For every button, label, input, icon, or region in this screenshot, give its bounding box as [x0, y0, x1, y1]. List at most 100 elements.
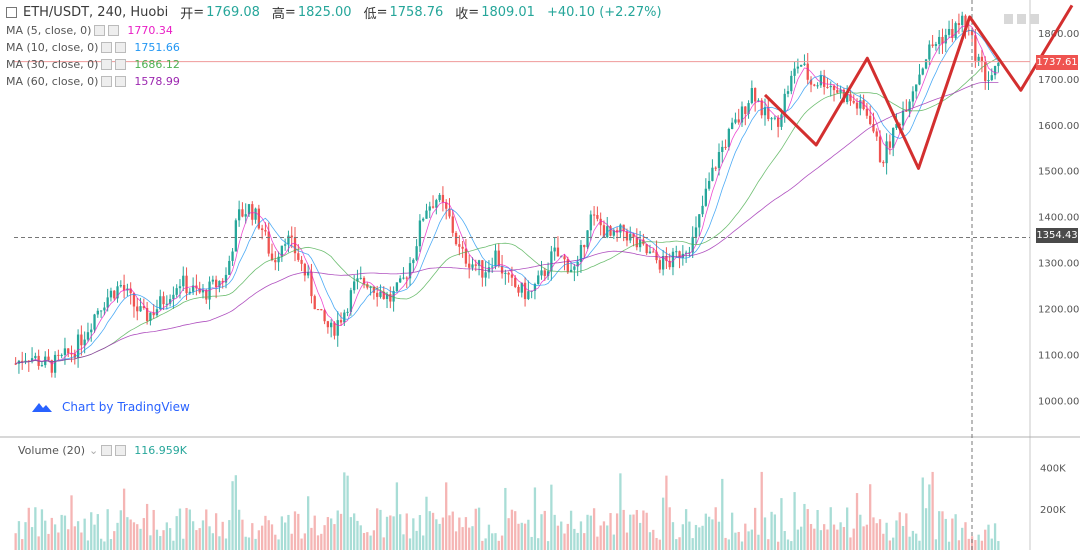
candle — [214, 279, 218, 287]
candle — [113, 290, 116, 299]
volume-bar — [826, 529, 829, 550]
volume-bar — [944, 518, 947, 550]
volume-bar — [139, 528, 142, 550]
close-icon[interactable] — [115, 445, 127, 456]
settings-icon[interactable] — [101, 59, 113, 70]
candle — [293, 237, 297, 254]
volume-bar — [915, 533, 918, 550]
chevron-down-icon[interactable]: ⌄ — [89, 444, 99, 457]
volume-bar — [468, 527, 471, 550]
volume-bar — [458, 517, 461, 550]
candle — [139, 306, 142, 312]
candle — [724, 146, 727, 148]
candle — [612, 230, 615, 236]
volume-bar — [372, 530, 376, 550]
volume-bar — [589, 515, 592, 550]
current-price-tag: 1737.61 — [1036, 55, 1078, 70]
price-tick-label: 1100.00 — [1038, 350, 1079, 361]
settings-icon[interactable] — [101, 445, 113, 456]
volume-bar — [287, 514, 290, 550]
volume-bar — [809, 523, 813, 550]
candle — [721, 146, 724, 153]
volume-bar — [270, 524, 274, 550]
volume-bar — [504, 487, 507, 550]
candle — [57, 354, 60, 356]
volume-bar — [839, 522, 842, 550]
volume-bar — [698, 527, 701, 550]
volume-bar — [691, 538, 694, 550]
candle — [280, 245, 284, 257]
close-icon[interactable] — [115, 59, 127, 70]
volume-bar — [63, 515, 67, 550]
candle — [583, 244, 586, 248]
volume-bar — [330, 518, 333, 550]
candle — [339, 320, 343, 323]
candle — [277, 256, 280, 263]
volume-bar — [678, 537, 681, 550]
volume-bar — [431, 512, 435, 550]
candle — [412, 259, 415, 264]
volume-bar — [993, 523, 997, 550]
candle — [205, 290, 208, 300]
candle — [895, 123, 898, 128]
candle — [399, 278, 402, 283]
close-icon[interactable] — [108, 25, 120, 36]
volume-bar — [836, 529, 839, 550]
candle — [635, 237, 638, 248]
candle — [882, 161, 885, 164]
candle — [34, 355, 37, 359]
volume-bar — [783, 531, 786, 550]
price-tick-label: 1500.00 — [1038, 167, 1079, 178]
candle — [566, 259, 569, 273]
settings-icon[interactable] — [94, 25, 106, 36]
candle — [451, 216, 454, 233]
pane-close-icon[interactable] — [1030, 14, 1039, 24]
candle — [392, 290, 395, 302]
candle — [244, 214, 247, 217]
candle — [165, 303, 168, 305]
volume-bar — [550, 484, 553, 550]
attribution-text: Chart by TradingView — [62, 400, 190, 414]
candle — [162, 296, 165, 305]
volume-bar — [990, 538, 993, 550]
volume-bar — [441, 517, 445, 550]
volume-bar — [293, 511, 297, 550]
ma60-value: 1578.99 — [134, 75, 180, 88]
volume-bar — [418, 515, 422, 550]
candle — [661, 255, 665, 270]
volume-bar — [122, 488, 126, 550]
volume-bar — [376, 508, 379, 550]
volume-bar — [44, 520, 47, 550]
candle — [767, 107, 770, 120]
close-icon[interactable] — [115, 76, 127, 87]
candle — [846, 94, 849, 102]
candle — [796, 66, 800, 69]
settings-icon[interactable] — [101, 76, 113, 87]
candle — [122, 285, 126, 291]
settings-icon[interactable] — [101, 42, 113, 53]
volume-bar — [185, 507, 188, 550]
candle — [987, 80, 990, 82]
tradingview-attribution[interactable]: Chart by TradingView — [30, 400, 190, 414]
volume-bar — [109, 539, 113, 550]
volume-bar — [776, 541, 780, 550]
price-tick-label: 1400.00 — [1038, 213, 1079, 224]
close-icon[interactable] — [115, 42, 127, 53]
candle — [763, 107, 767, 116]
volume-bar — [241, 519, 244, 550]
candle — [30, 358, 34, 362]
volume-bar — [517, 523, 520, 550]
candle — [918, 74, 921, 85]
candle — [50, 360, 53, 373]
collapse-icon[interactable] — [6, 6, 17, 18]
ma30-line — [15, 57, 999, 365]
candle — [563, 256, 566, 260]
candle — [372, 286, 376, 293]
pane-down-icon[interactable] — [1017, 14, 1026, 24]
pane-up-icon[interactable] — [1004, 14, 1013, 24]
candle — [231, 251, 234, 261]
volume-bar — [264, 515, 267, 550]
volume-value: 116.959K — [134, 444, 187, 457]
